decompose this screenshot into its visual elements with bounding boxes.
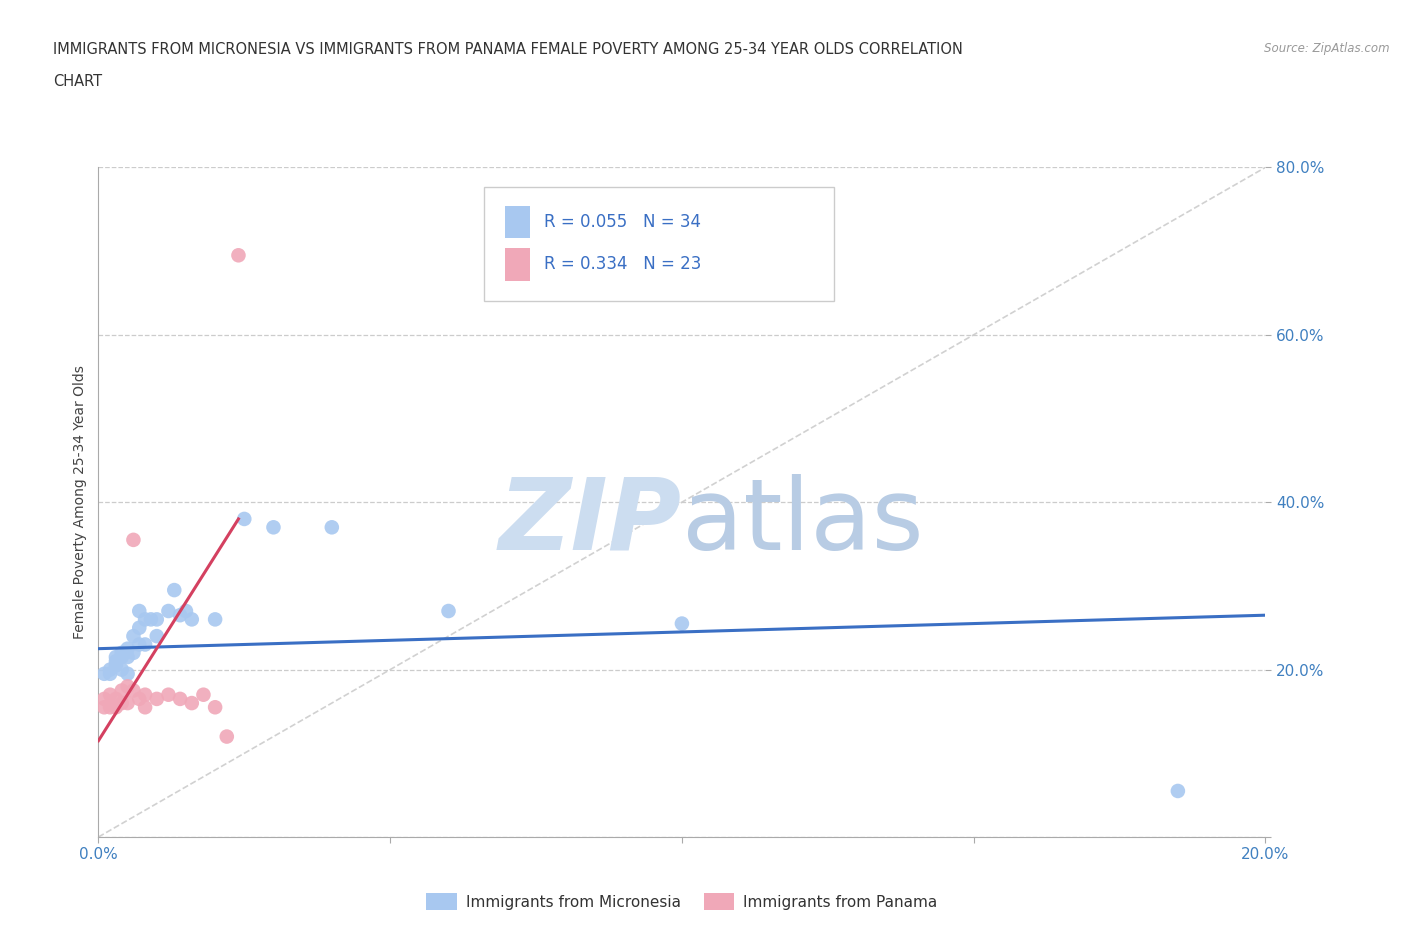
Point xyxy=(671,617,693,631)
Bar xyxy=(505,206,530,238)
Point xyxy=(104,650,127,665)
Point xyxy=(98,687,121,702)
Point xyxy=(180,612,202,627)
Point xyxy=(111,645,134,660)
Point xyxy=(204,700,226,715)
Point xyxy=(157,604,180,618)
Point xyxy=(111,696,134,711)
Point xyxy=(93,700,115,715)
Point xyxy=(169,692,191,707)
Point xyxy=(93,692,115,707)
Legend: Immigrants from Micronesia, Immigrants from Panama: Immigrants from Micronesia, Immigrants f… xyxy=(420,886,943,916)
Point xyxy=(134,700,156,715)
Point xyxy=(117,650,139,665)
Point xyxy=(122,532,145,547)
Text: CHART: CHART xyxy=(53,74,103,89)
FancyBboxPatch shape xyxy=(484,188,834,301)
Bar xyxy=(505,248,530,281)
Point xyxy=(93,666,115,681)
Point xyxy=(193,687,215,702)
Text: atlas: atlas xyxy=(682,473,924,571)
Point xyxy=(134,637,156,652)
Point xyxy=(163,582,186,598)
Text: R = 0.055   N = 34: R = 0.055 N = 34 xyxy=(544,213,702,232)
Point xyxy=(128,692,150,707)
Text: IMMIGRANTS FROM MICRONESIA VS IMMIGRANTS FROM PANAMA FEMALE POVERTY AMONG 25-34 : IMMIGRANTS FROM MICRONESIA VS IMMIGRANTS… xyxy=(53,42,963,57)
Text: R = 0.334   N = 23: R = 0.334 N = 23 xyxy=(544,256,702,273)
Point xyxy=(139,612,162,627)
Point xyxy=(117,642,139,657)
Point xyxy=(146,612,169,627)
Text: ZIP: ZIP xyxy=(499,473,682,571)
Point xyxy=(122,629,145,644)
Point xyxy=(117,679,139,694)
Point xyxy=(437,604,460,618)
Point xyxy=(146,629,169,644)
Point xyxy=(128,620,150,635)
Point xyxy=(98,662,121,677)
Point xyxy=(98,700,121,715)
Point xyxy=(180,696,202,711)
Point xyxy=(111,650,134,665)
Point xyxy=(104,654,127,669)
Point xyxy=(1167,783,1189,798)
Point xyxy=(111,662,134,677)
Point xyxy=(134,687,156,702)
Point xyxy=(117,666,139,681)
Point xyxy=(104,692,127,707)
Point xyxy=(169,608,191,623)
Point xyxy=(228,248,250,263)
Point xyxy=(104,658,127,673)
Point xyxy=(174,604,197,618)
Point xyxy=(321,520,343,535)
Point xyxy=(111,683,134,698)
Y-axis label: Female Poverty Among 25-34 Year Olds: Female Poverty Among 25-34 Year Olds xyxy=(73,365,87,639)
Text: Source: ZipAtlas.com: Source: ZipAtlas.com xyxy=(1264,42,1389,55)
Point xyxy=(104,700,127,715)
Point xyxy=(117,696,139,711)
Point xyxy=(128,604,150,618)
Point xyxy=(157,687,180,702)
Point xyxy=(146,692,169,707)
Point xyxy=(122,645,145,660)
Point xyxy=(204,612,226,627)
Point xyxy=(215,729,238,744)
Point xyxy=(134,612,156,627)
Point xyxy=(233,512,256,526)
Point xyxy=(122,683,145,698)
Point xyxy=(98,666,121,681)
Point xyxy=(262,520,284,535)
Point xyxy=(128,637,150,652)
